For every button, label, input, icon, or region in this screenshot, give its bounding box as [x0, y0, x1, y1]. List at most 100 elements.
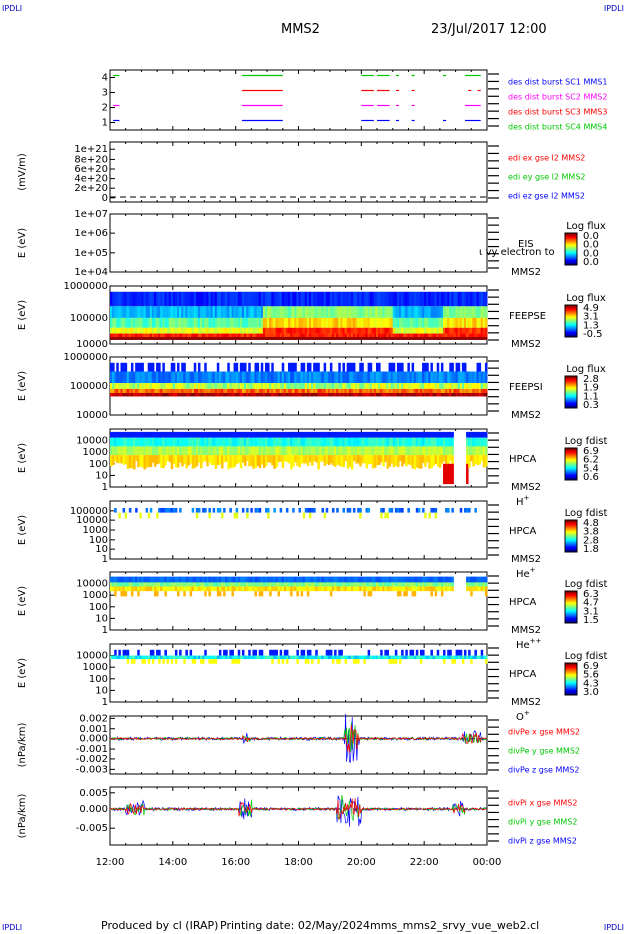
spectro-cell [413, 455, 417, 470]
spectro-cell [231, 291, 234, 307]
spectro-cell [241, 655, 245, 660]
spectro-cell [338, 317, 341, 328]
spectro-cell [352, 576, 356, 583]
spectro-cell [221, 582, 224, 587]
spectro-cell [399, 446, 402, 456]
spectro-cell [411, 388, 415, 393]
spectro-cell [216, 333, 220, 338]
spectro-cell [384, 333, 387, 338]
spectro-cell [156, 512, 159, 519]
spectro-cell [367, 649, 371, 656]
spectro-cell [260, 291, 264, 307]
spectro-cell [476, 455, 480, 466]
spectro-cell [206, 306, 209, 318]
spectro-cell [218, 649, 222, 656]
spectro-cell [256, 507, 260, 513]
spectro-cell [264, 333, 268, 338]
spectro-cell [399, 507, 402, 513]
spectro-cell [424, 437, 427, 447]
spectro-cell [373, 306, 377, 318]
spectro-cell [166, 655, 170, 660]
spectro-cell [279, 306, 283, 318]
spectro-cell [162, 317, 165, 328]
colorbar-cell [565, 262, 577, 264]
spacecraft-label: MMS2 [511, 410, 541, 421]
spectro-cell [143, 576, 147, 583]
spectro-cell [233, 388, 237, 393]
spectro-cell [218, 327, 222, 334]
spectro-cell [122, 582, 126, 587]
colorbar-cell [565, 256, 577, 258]
spectro-cell [363, 437, 366, 447]
spectro-cell [241, 362, 245, 372]
spectro-cell [179, 337, 182, 340]
spectro-cell [110, 392, 113, 397]
spectro-cell [237, 388, 241, 393]
spectro-cell [357, 586, 360, 592]
x-tick-label: 12:00 [96, 857, 125, 868]
spectro-cell [218, 455, 222, 465]
spectro-cell [153, 576, 157, 583]
spectro-cell [419, 437, 423, 447]
spectro-cell [279, 582, 283, 587]
spectro-cell [288, 455, 291, 464]
spectro-cell [112, 362, 115, 372]
spectro-cell [114, 371, 117, 384]
spectro-cell [187, 317, 190, 328]
spectro-cell [258, 431, 262, 438]
spectro-cell [147, 362, 151, 372]
spectro-cell [302, 576, 306, 583]
spectro-cell [445, 431, 448, 438]
spectro-cell [235, 371, 239, 384]
spectro-cell [415, 333, 419, 338]
spectro-cell [162, 383, 165, 389]
spectro-cell [208, 337, 211, 340]
spectro-cell [340, 392, 343, 397]
spectro-cell [277, 291, 281, 307]
colorbar-tick-label: 3.8 [583, 527, 599, 538]
y-tick-label: 10 [95, 544, 108, 555]
spectro-cell [480, 582, 484, 587]
spectro-cell [329, 582, 333, 587]
spectro-cell [378, 446, 381, 456]
spectro-cell [114, 431, 117, 438]
spectro-cell [298, 337, 301, 340]
spectro-cell [229, 431, 232, 438]
spectro-cell [453, 306, 456, 318]
spectro-cell [258, 306, 262, 318]
spectro-cell [116, 431, 119, 438]
spectro-cell [304, 431, 308, 438]
spectro-cell [195, 582, 199, 587]
spectro-cell [470, 437, 473, 447]
spectro-cell [260, 388, 264, 393]
overlay-text: ι vy electron to [479, 247, 555, 258]
spectro-cell [434, 512, 438, 519]
spectro-cell [346, 582, 350, 587]
spectro-cell [449, 582, 452, 587]
spectro-cell [139, 655, 142, 660]
instrument-label: HPCA [509, 454, 537, 465]
spectro-cell [275, 291, 278, 307]
spectro-cell [156, 337, 159, 340]
spectro-cell [386, 655, 389, 660]
colorbar-tick-label: 4.9 [583, 303, 599, 314]
spectro-cell [221, 306, 224, 318]
spectro-cell [279, 337, 283, 340]
y-tick-label: 10000 [76, 410, 108, 421]
spectro-cell [126, 327, 130, 334]
spectro-cell [411, 371, 415, 384]
spectro-cell [147, 337, 151, 340]
spectro-cell [415, 317, 419, 328]
spectro-cell [424, 306, 427, 318]
spectro-cell [411, 582, 415, 587]
spectro-cell [147, 306, 151, 318]
ion-label: O+ [516, 709, 530, 723]
spectro-cell [288, 337, 291, 340]
spectro-cell [390, 446, 394, 456]
spectro-cell [432, 455, 436, 466]
spectro-cell [342, 371, 345, 384]
spectro-cell [476, 337, 480, 340]
spectro-cell [428, 582, 431, 587]
colorbar-title: Log flux [566, 221, 606, 232]
spectro-cell [195, 576, 199, 583]
